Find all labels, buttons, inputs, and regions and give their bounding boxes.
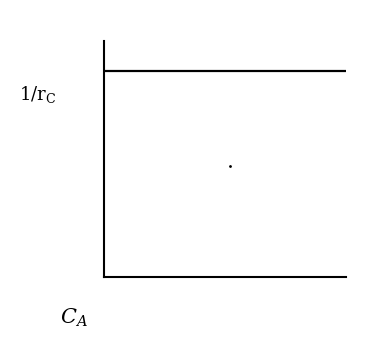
Text: 1/r$_{\mathregular{C}}$: 1/r$_{\mathregular{C}}$ <box>19 84 56 105</box>
Text: C$_{\mathregular{A}}$: C$_{\mathregular{A}}$ <box>60 307 89 329</box>
